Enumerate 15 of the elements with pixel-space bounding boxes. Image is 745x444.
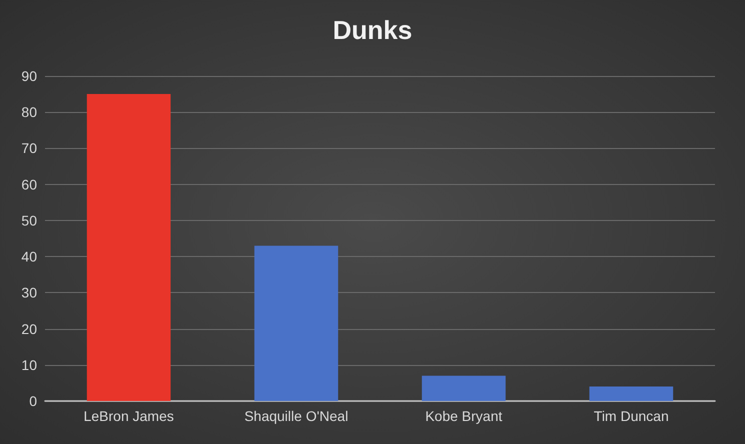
x-tick-label: LeBron James [84, 408, 174, 424]
x-tick-label: Shaquille O'Neal [244, 408, 348, 424]
y-tick-label: 90 [21, 68, 38, 84]
y-tick-label: 80 [21, 104, 38, 120]
y-tick-label: 70 [21, 140, 38, 156]
y-tick-label: 30 [21, 284, 38, 301]
y-tick-label: 20 [21, 320, 38, 337]
y-tick-label: 10 [21, 356, 38, 373]
y-tick-label: 40 [21, 248, 38, 265]
y-tick-label: 50 [21, 212, 38, 228]
y-tick-label: 0 [29, 393, 38, 409]
x-tick-label: Kobe Bryant [425, 408, 502, 424]
x-tick-label: Tim Duncan [594, 408, 669, 424]
chart-title: Dunks [332, 15, 412, 45]
y-tick-label: 60 [21, 176, 38, 192]
